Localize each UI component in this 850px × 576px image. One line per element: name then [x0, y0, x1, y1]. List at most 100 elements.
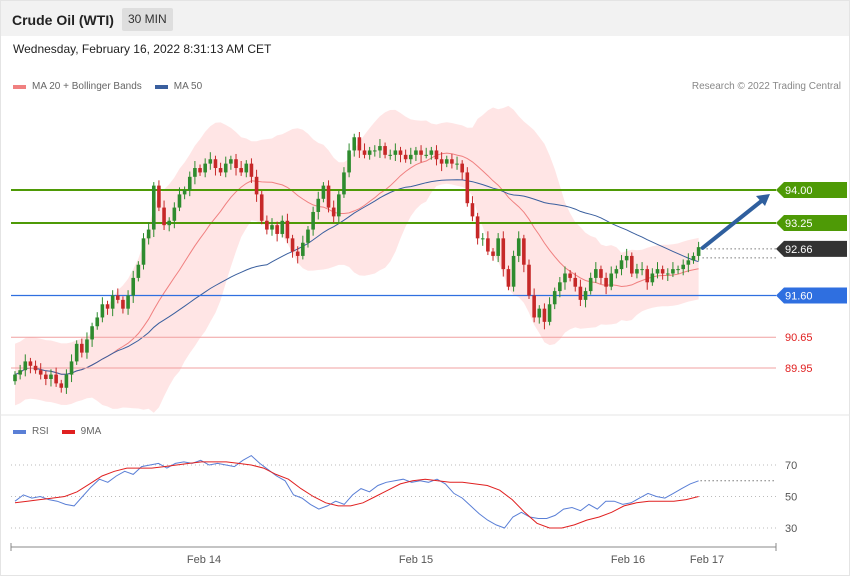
candle [470, 196, 475, 222]
candle-body [516, 238, 521, 256]
timeframe-badge[interactable]: 30 MIN [122, 8, 173, 31]
candle-body [408, 154, 413, 160]
candle-body [223, 163, 228, 173]
candle [522, 234, 526, 273]
last-price-label: 92.66 [776, 240, 847, 257]
candle [131, 270, 136, 303]
candle [28, 357, 33, 374]
candle-body [635, 269, 639, 274]
candle [203, 158, 207, 178]
candle-body [568, 273, 572, 278]
candle [352, 133, 357, 157]
candle-body [157, 185, 161, 208]
chart-header: Crude Oil (WTI) 30 MIN [1, 1, 849, 36]
candle-body [491, 251, 495, 256]
candle-body [254, 176, 259, 195]
candle [491, 248, 495, 261]
candle-body [167, 220, 171, 226]
pivot-label-bg [776, 287, 847, 304]
candle-body [193, 168, 197, 177]
candle-body [681, 264, 685, 270]
candle-body [686, 260, 691, 265]
x-axis-tick-label: Feb 14 [187, 554, 221, 566]
candle [342, 167, 346, 198]
candle [90, 322, 94, 347]
legend-ma50: MA 50 [154, 81, 202, 92]
candle [501, 231, 506, 277]
candle-body [357, 137, 362, 151]
candle-body [470, 203, 475, 217]
candle-body [342, 172, 346, 195]
resistance-2-label-bg [776, 182, 847, 198]
candle [414, 146, 418, 161]
candle-body [455, 163, 459, 165]
candle-body [558, 282, 562, 292]
candle-body [244, 163, 249, 173]
support-2-label: 89.95 [785, 363, 813, 375]
candle-body [110, 295, 115, 309]
candle-body [552, 291, 557, 305]
candle-body [141, 238, 146, 265]
candle [326, 180, 331, 213]
candle-body [665, 273, 670, 275]
candle [547, 297, 552, 326]
candle [100, 297, 105, 323]
candle [136, 261, 141, 282]
arrow-shaft [700, 197, 766, 250]
candle-body [121, 299, 125, 309]
candle-body [506, 269, 511, 287]
candle [424, 147, 428, 159]
candle [403, 149, 408, 163]
candle-body [321, 185, 326, 199]
pivot-label: 91.60 [776, 287, 847, 304]
candle-body [172, 207, 177, 221]
candle [429, 146, 434, 160]
resistance-1-label-bg [776, 214, 847, 231]
candle [480, 233, 485, 246]
candle [187, 171, 192, 197]
candle [378, 139, 382, 158]
candle [537, 305, 542, 324]
candle-body [270, 225, 274, 230]
candle [594, 262, 598, 283]
candle-body [162, 207, 166, 226]
forecast-arrow [700, 194, 770, 250]
candle [167, 217, 171, 232]
candle [229, 155, 233, 170]
candle-body [295, 251, 300, 256]
ma50-line [14, 179, 699, 376]
candle [141, 233, 146, 270]
support-2-label-text: 89.95 [785, 363, 813, 375]
candle [614, 265, 619, 279]
candle-body [640, 269, 644, 271]
candle-body [619, 260, 624, 270]
candle [619, 255, 624, 276]
candle [121, 296, 125, 314]
candle [604, 272, 608, 295]
candle [558, 277, 562, 298]
candle-body [419, 150, 423, 155]
candle-body [414, 150, 418, 155]
candle-body [306, 229, 310, 243]
candle [542, 303, 547, 330]
candle-body [486, 238, 490, 252]
candle [655, 262, 660, 279]
candle-body [645, 269, 650, 283]
candle-body [655, 269, 660, 274]
candle [285, 213, 290, 244]
candle [516, 231, 521, 263]
candle-body [671, 269, 675, 274]
candle [609, 266, 614, 291]
candle-body [182, 190, 187, 195]
candle-body [213, 159, 218, 169]
candle [95, 312, 100, 330]
resistance-2-label: 94.00 [776, 182, 847, 198]
candle [290, 234, 295, 258]
ma20-line [14, 152, 699, 376]
candle [419, 145, 423, 163]
candle [439, 152, 444, 172]
candle-body [352, 137, 357, 151]
candle-body [537, 308, 542, 318]
candle [691, 252, 696, 264]
candle-body [151, 185, 156, 230]
